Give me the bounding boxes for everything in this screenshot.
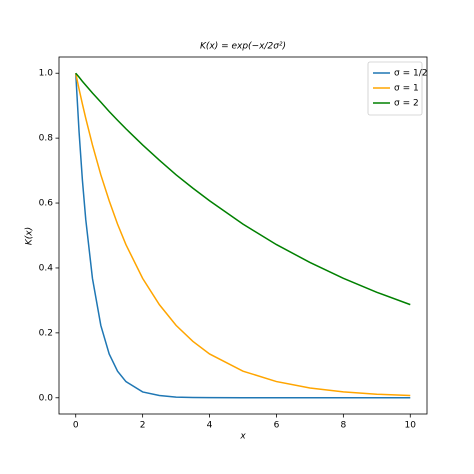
y-tick-label: 0.2	[39, 328, 53, 338]
chart-title: K(x) = exp(−x/2σ²)	[200, 42, 286, 52]
y-tick-label: 0.4	[39, 263, 54, 273]
legend-label: σ = 1/2	[394, 69, 427, 79]
plot-frame	[58, 56, 428, 415]
series-line	[75, 72, 411, 306]
y-tick-label: 0.6	[39, 199, 54, 209]
series-line	[74, 73, 411, 397]
x-tick-label: 4	[207, 421, 213, 431]
x-tick-label: 6	[274, 421, 280, 431]
x-axis-label: x	[239, 432, 246, 442]
y-tick-label: 0.8	[39, 134, 54, 144]
y-tick-label: 0.0	[39, 393, 54, 403]
series-line	[74, 73, 411, 399]
legend-label: σ = 2	[394, 99, 419, 109]
x-tick-label: 0	[73, 421, 79, 431]
x-tick-label: 2	[140, 421, 146, 431]
x-tick-label: 8	[340, 421, 346, 431]
legend-box	[367, 61, 423, 116]
x-tick-label: 10	[405, 421, 417, 431]
y-axis-label: K(x)	[25, 227, 35, 245]
y-tick-label: 1.0	[39, 69, 54, 79]
legend-label: σ = 1	[394, 84, 419, 94]
